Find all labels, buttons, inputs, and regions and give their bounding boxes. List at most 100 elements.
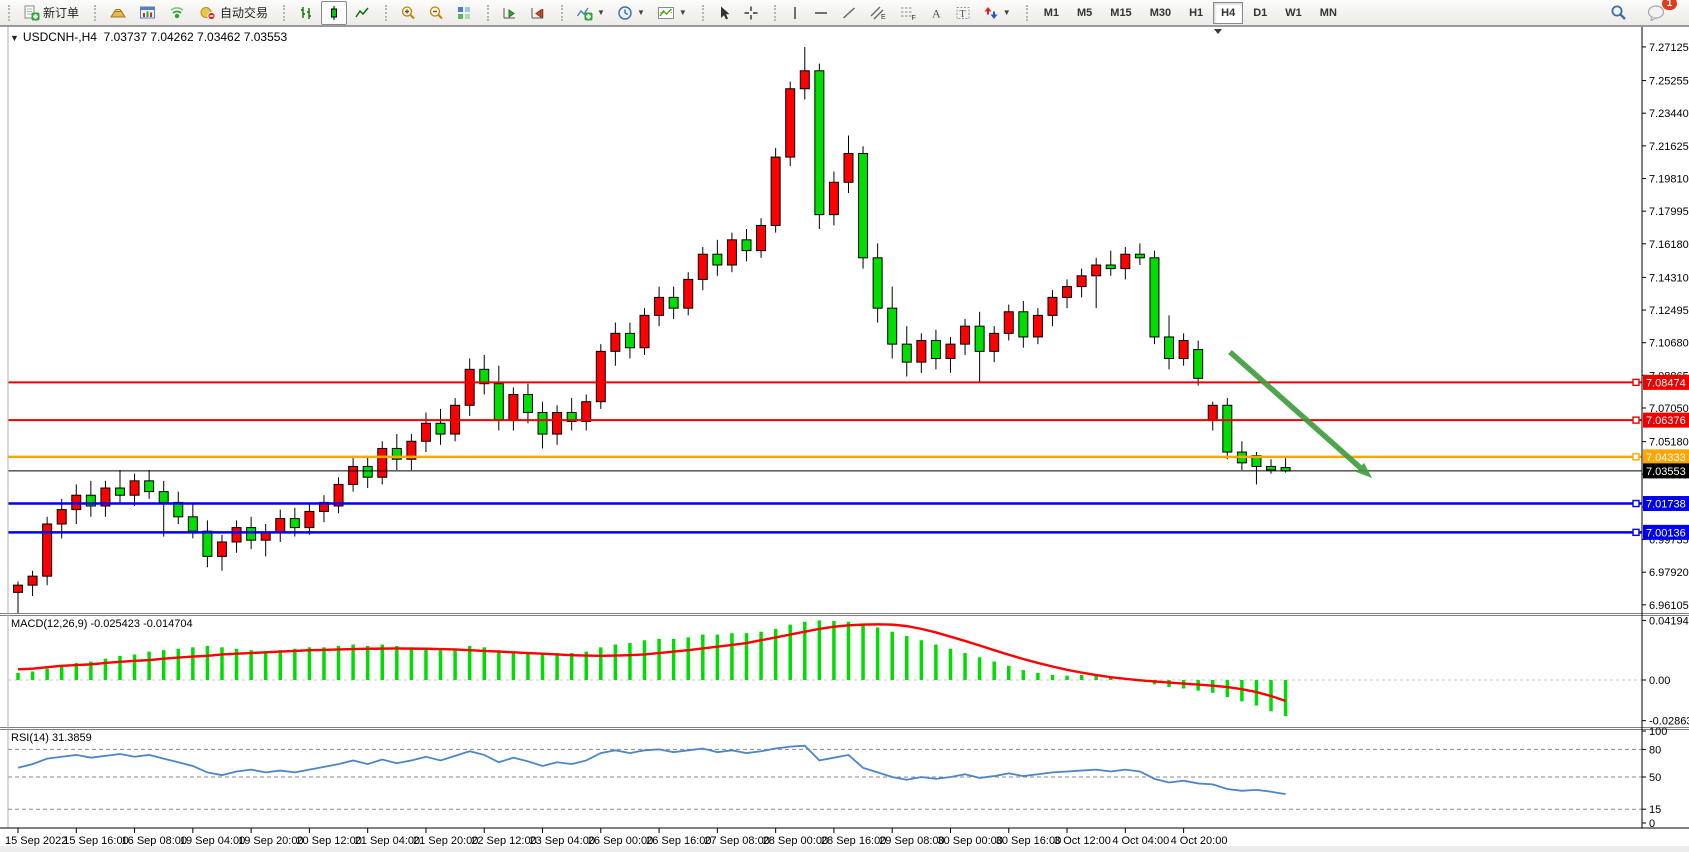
timeframe-button-D1[interactable]: D1 (1253, 6, 1268, 19)
channel-tool-button[interactable]: E (864, 1, 892, 25)
time-tick-label: 19 Sep 20:00 (238, 835, 303, 847)
bull-candle (348, 465, 359, 485)
bear-candle (1193, 349, 1204, 379)
crosshair-tool-button[interactable] (738, 1, 764, 25)
bear-candle (930, 340, 941, 360)
rsi-axis-label: 0 (1649, 818, 1655, 830)
signals-button[interactable] (164, 1, 192, 25)
tile-windows-button[interactable] (451, 1, 477, 25)
zoom-in-button[interactable] (395, 1, 421, 25)
auto-trading-button[interactable]: 自动交易 (194, 1, 273, 25)
price-tick-label: 7.23440 (1649, 108, 1689, 120)
main-toolbar: 新订单 自动交易 ▼ ▼ ▼ (0, 0, 1689, 26)
charts-button[interactable] (134, 1, 162, 25)
rsi-line (17, 744, 1286, 796)
time-tick-label: 4 Oct 20:00 (1171, 835, 1228, 847)
line-price-label-text: 7.01738 (1646, 499, 1686, 511)
timeframe-button-M1[interactable]: M1 (1043, 6, 1059, 19)
line-price-label-box (1643, 374, 1689, 390)
timeframe-button-H1[interactable]: H1 (1189, 6, 1204, 19)
bar-chart-mode-button[interactable] (293, 1, 319, 25)
bear-candle (741, 239, 752, 252)
timeframe-button-M5[interactable]: M5 (1077, 6, 1093, 19)
bull-candle (1047, 296, 1058, 316)
bull-candle (843, 152, 854, 183)
chat-icon (1647, 4, 1666, 21)
line-price-label-text: 7.08474 (1646, 377, 1686, 389)
bear-candle (144, 480, 155, 493)
bear-candle (1266, 465, 1277, 471)
dropdown-caret: ▼ (636, 8, 645, 17)
chart-window-icon (139, 5, 157, 21)
cursor-tool-button[interactable] (712, 1, 736, 25)
tile-windows-icon (456, 5, 472, 21)
bear-candle (872, 257, 883, 309)
bear-candle (887, 307, 898, 345)
dropdown-caret: ▼ (678, 8, 687, 17)
timeframe-button-H4[interactable]: H4 (1213, 1, 1244, 24)
line-price-label-box (1643, 463, 1689, 479)
bull-candle (100, 487, 111, 507)
bull-candle (756, 224, 767, 252)
bull-candle (13, 584, 23, 593)
timeframe-button-W1[interactable]: W1 (1285, 6, 1302, 19)
macd-axis-label: 0.00 (1649, 675, 1670, 687)
bull-candle (916, 340, 927, 363)
add-indicator-icon (576, 5, 593, 21)
chat-button[interactable]: 1 (1642, 0, 1677, 25)
candlestick-mode-button[interactable] (321, 0, 348, 25)
bull-candle (27, 575, 38, 586)
line-price-label-text: 7.00136 (1646, 527, 1686, 539)
fibonacci-tool-button[interactable]: F (894, 1, 922, 25)
new-order-button[interactable]: 新订单 (18, 1, 84, 25)
bull-candle (1178, 340, 1189, 360)
zoom-out-button[interactable] (423, 1, 449, 25)
bear-candle (668, 296, 679, 309)
bar-chart-icon (298, 5, 314, 21)
timeframe-button-M30[interactable]: M30 (1149, 6, 1172, 19)
text-label-tool-button[interactable]: T (950, 1, 976, 25)
chart-area[interactable]: 7.27125 7.25255 7.23440 7.21625 7.19810 7.179… (0, 26, 1689, 852)
add-indicator-button[interactable]: ▼ (571, 1, 610, 25)
chart-shift-marker (1214, 29, 1222, 34)
arrows-tool-button[interactable]: ▼ (978, 1, 1016, 25)
bear-candle (435, 422, 446, 435)
toolbar-grip (561, 4, 566, 21)
trendline-tool-button[interactable] (836, 1, 862, 25)
bull-candle (1003, 311, 1014, 334)
line-price-label: 7.03553 (1643, 463, 1689, 479)
bear-candle (187, 516, 198, 532)
chart-autoscroll-button[interactable] (497, 1, 523, 25)
vertical-line-tool-button[interactable] (784, 1, 806, 25)
gold-button[interactable] (104, 1, 132, 25)
timeframe-button-M15[interactable]: M15 (1110, 6, 1132, 19)
line-price-label-text: 7.04333 (1646, 452, 1686, 464)
text-tool-button[interactable]: A (924, 1, 948, 25)
line-handle (1632, 416, 1640, 424)
bull-candle (610, 332, 621, 352)
time-tick-label: 15 Sep 16:00 (63, 835, 128, 847)
arrows-icon (983, 5, 999, 21)
price-tick-label: 6.97920 (1649, 567, 1689, 579)
timeframe-button-MN[interactable]: MN (1319, 6, 1337, 19)
bull-candle (42, 523, 53, 577)
template-icon (657, 5, 675, 21)
period-selector-button[interactable]: ▼ (612, 1, 650, 25)
bull-candle (129, 480, 140, 496)
bear-candle (974, 325, 985, 352)
time-tick-label: 30 Sep 00:00 (937, 835, 1002, 847)
bull-candle (1091, 264, 1102, 277)
price-tick-label: 7.14310 (1649, 272, 1689, 284)
cursor-icon (717, 5, 731, 21)
bull-candle (697, 253, 708, 280)
search-button[interactable] (1605, 1, 1632, 25)
timeframe-group: M1 M5 M15 M30 H1 H4 D1 W1 MN (1022, 0, 1349, 25)
price-tick-label: 7.07050 (1649, 403, 1689, 415)
line-chart-mode-button[interactable] (349, 1, 375, 25)
toolbar-grip (283, 4, 288, 21)
horizontal-line-tool-button[interactable] (808, 1, 834, 25)
bull-candle (56, 509, 67, 525)
chart-shift-button[interactable] (525, 1, 551, 25)
template-selector-button[interactable]: ▼ (652, 1, 692, 25)
bear-candle (712, 253, 723, 266)
